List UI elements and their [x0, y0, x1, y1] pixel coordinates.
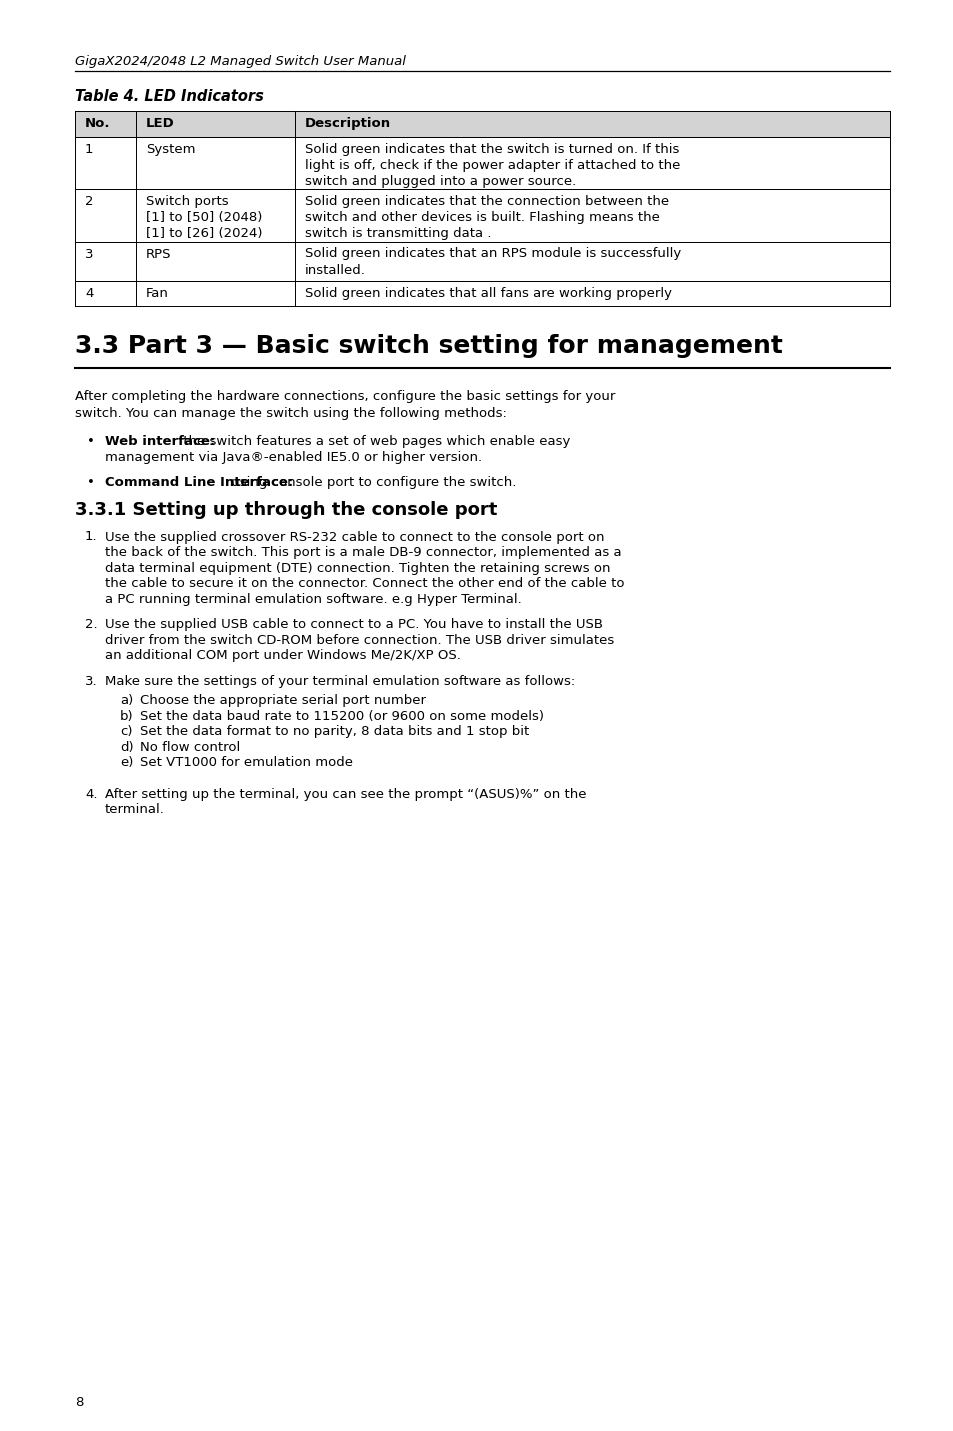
Text: 4: 4	[85, 286, 93, 299]
Text: terminal.: terminal.	[105, 803, 165, 816]
Text: Solid green indicates that the connection between the
switch and other devices i: Solid green indicates that the connectio…	[305, 195, 668, 240]
Text: LED: LED	[146, 117, 174, 130]
Text: b): b)	[120, 710, 133, 723]
Text: switch. You can manage the switch using the following methods:: switch. You can manage the switch using …	[75, 406, 506, 419]
Text: Use the supplied crossover RS-232 cable to connect to the console port on: Use the supplied crossover RS-232 cable …	[105, 531, 604, 544]
Text: Solid green indicates that all fans are working properly: Solid green indicates that all fans are …	[305, 286, 671, 299]
Text: driver from the switch CD-ROM before connection. The USB driver simulates: driver from the switch CD-ROM before con…	[105, 634, 614, 647]
Text: Command Line Interface:: Command Line Interface:	[105, 477, 293, 489]
Text: Table 4. LED Indicators: Table 4. LED Indicators	[75, 89, 264, 104]
Text: Set the data format to no parity, 8 data bits and 1 stop bit: Set the data format to no parity, 8 data…	[140, 726, 529, 738]
Text: Set VT1000 for emulation mode: Set VT1000 for emulation mode	[140, 756, 353, 768]
Text: After setting up the terminal, you can see the prompt “(ASUS)%” on the: After setting up the terminal, you can s…	[105, 787, 586, 800]
Text: Description: Description	[305, 117, 391, 130]
Text: d): d)	[120, 740, 133, 754]
Text: Web interface:: Web interface:	[105, 435, 215, 448]
Text: c): c)	[120, 726, 132, 738]
Text: 3.: 3.	[85, 674, 97, 687]
Text: e): e)	[120, 756, 133, 768]
Text: GigaX2024/2048 L2 Managed Switch User Manual: GigaX2024/2048 L2 Managed Switch User Ma…	[75, 54, 405, 69]
Text: System: System	[146, 143, 195, 156]
Text: No.: No.	[85, 117, 111, 130]
Text: data terminal equipment (DTE) connection. Tighten the retaining screws on: data terminal equipment (DTE) connection…	[105, 561, 610, 574]
Text: Solid green indicates that the switch is turned on. If this
light is off, check : Solid green indicates that the switch is…	[305, 143, 679, 187]
Text: 2.: 2.	[85, 618, 97, 631]
Text: 1: 1	[85, 143, 93, 156]
Text: using console port to configure the switch.: using console port to configure the swit…	[227, 477, 517, 489]
Text: •: •	[87, 477, 94, 489]
Text: a): a)	[120, 694, 133, 707]
Text: Fan: Fan	[146, 286, 169, 299]
Text: 4.: 4.	[85, 787, 97, 800]
Text: After completing the hardware connections, configure the basic settings for your: After completing the hardware connection…	[75, 391, 615, 404]
Text: Make sure the settings of your terminal emulation software as follows:: Make sure the settings of your terminal …	[105, 674, 575, 687]
Bar	[75, 112, 889, 136]
Text: Switch ports
[1] to [50] (2048)
[1] to [26] (2024): Switch ports [1] to [50] (2048) [1] to […	[146, 195, 262, 240]
Text: Use the supplied USB cable to connect to a PC. You have to install the USB: Use the supplied USB cable to connect to…	[105, 618, 602, 631]
Text: Set the data baud rate to 115200 (or 9600 on some models): Set the data baud rate to 115200 (or 960…	[140, 710, 543, 723]
Text: the cable to secure it on the connector. Connect the other end of the cable to: the cable to secure it on the connector.…	[105, 577, 624, 590]
Text: 8: 8	[75, 1397, 83, 1410]
Text: No flow control: No flow control	[140, 740, 240, 754]
Text: Solid green indicates that an RPS module is successfully
installed.: Solid green indicates that an RPS module…	[305, 248, 680, 276]
Text: the switch features a set of web pages which enable easy: the switch features a set of web pages w…	[179, 435, 570, 448]
Text: an additional COM port under Windows Me/2K/XP OS.: an additional COM port under Windows Me/…	[105, 650, 460, 663]
Text: a PC running terminal emulation software. e.g Hyper Terminal.: a PC running terminal emulation software…	[105, 592, 521, 605]
Text: the back of the switch. This port is a male DB-9 connector, implemented as a: the back of the switch. This port is a m…	[105, 547, 621, 560]
Text: management via Java®-enabled IE5.0 or higher version.: management via Java®-enabled IE5.0 or hi…	[105, 452, 481, 465]
Text: 3.3.1 Setting up through the console port: 3.3.1 Setting up through the console por…	[75, 501, 497, 518]
Text: •: •	[87, 435, 94, 448]
Text: 3.3 Part 3 — Basic switch setting for management: 3.3 Part 3 — Basic switch setting for ma…	[75, 333, 782, 358]
Text: Choose the appropriate serial port number: Choose the appropriate serial port numbe…	[140, 694, 426, 707]
Text: 3: 3	[85, 248, 93, 260]
Text: 2: 2	[85, 195, 93, 207]
Text: RPS: RPS	[146, 248, 172, 260]
Text: 1.: 1.	[85, 531, 97, 544]
